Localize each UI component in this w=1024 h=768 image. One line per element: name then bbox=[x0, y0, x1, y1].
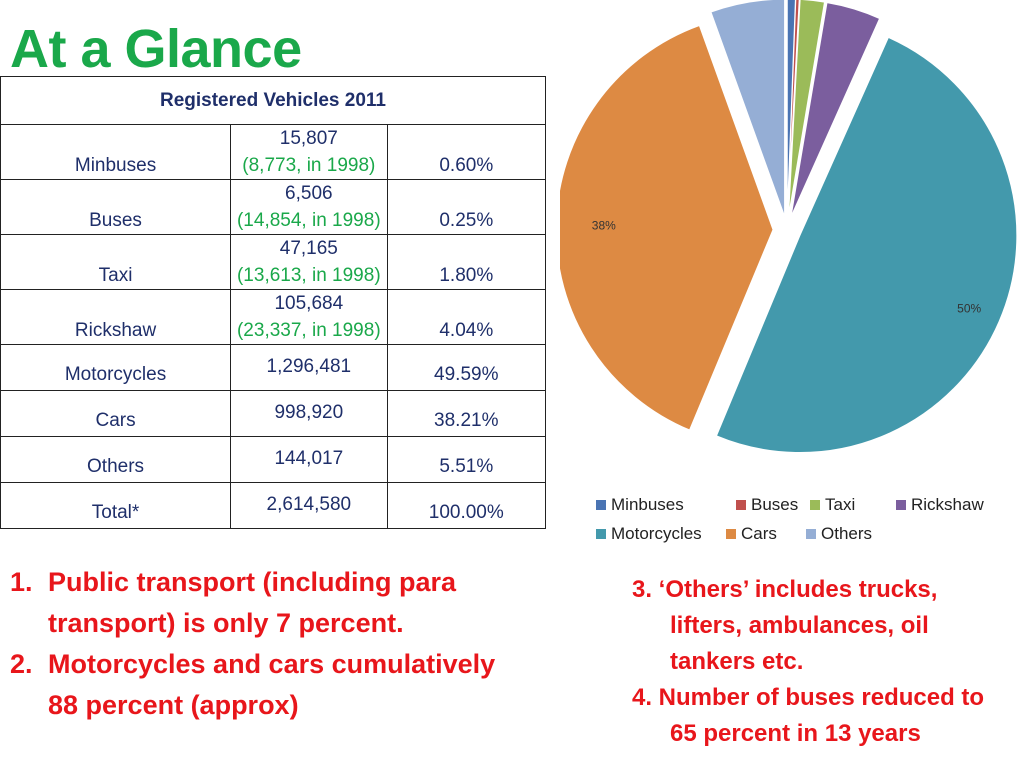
pie-slice-motorcycles bbox=[715, 36, 1018, 454]
vehicle-share: 0.60% bbox=[386, 124, 547, 180]
legend-swatch-rickshaw bbox=[896, 500, 906, 510]
vehicle-name: Rickshaw bbox=[0, 289, 232, 345]
finding-text: Public transport (including para transpo… bbox=[48, 567, 457, 638]
registered-vehicles-table: Registered Vehicles 2011 Minbuses 15,807… bbox=[0, 76, 547, 529]
vehicle-count-cell: 15,807 (8,773, in 1998) bbox=[230, 124, 388, 180]
table-row: Minbuses 15,807 (8,773, in 1998) 0.60% bbox=[0, 124, 547, 180]
legend-label-motorcycles: Motorcycles bbox=[611, 524, 702, 543]
finding-item: 1. Public transport (including para tran… bbox=[10, 562, 530, 644]
footnote-3-line: 3. ‘Others’ includes trucks, bbox=[632, 576, 938, 603]
table-row: Motorcycles 1,296,481 49.59% bbox=[0, 344, 547, 391]
vehicle-count: 47,165 bbox=[279, 238, 338, 259]
pie-labels: 1%0%2%4%50%38%6% bbox=[592, 219, 982, 316]
legend-label-others: Others bbox=[821, 524, 872, 543]
table-row: Others 144,017 5.51% bbox=[0, 436, 547, 483]
vehicle-count-1998: (13,613, in 1998) bbox=[236, 265, 381, 286]
pie-slice-others bbox=[710, 0, 786, 217]
legend-label-cars: Cars bbox=[741, 524, 777, 543]
footnote-3-line: lifters, ambulances, oil bbox=[670, 612, 929, 639]
vehicle-count: 6,506 bbox=[285, 183, 333, 204]
vehicle-share: 5.51% bbox=[386, 436, 547, 483]
pie-slice-minbuses bbox=[786, 0, 796, 217]
legend-swatch-taxi bbox=[810, 500, 820, 510]
legend-swatch-motorcycles bbox=[596, 529, 606, 539]
vehicle-count: 998,920 bbox=[230, 390, 388, 437]
footnote-4-line: 4. Number of buses reduced to bbox=[632, 684, 985, 711]
vehicle-name: Buses bbox=[0, 179, 232, 235]
footnotes: 3. ‘Others’ includes trucks, lifters, am… bbox=[632, 572, 1022, 752]
vehicle-share-pie-chart: 1%0%2%4%50%38%6% MinbusesBusesTaxiRicksh… bbox=[560, 0, 1018, 543]
pie-slice-rickshaw bbox=[790, 2, 881, 217]
legend-label-minbuses: Minbuses bbox=[611, 495, 684, 514]
finding-number: 2. bbox=[10, 649, 33, 679]
vehicle-share: 1.80% bbox=[386, 234, 547, 290]
pie-slices bbox=[560, 0, 1018, 454]
vehicle-share: 4.04% bbox=[386, 289, 547, 345]
finding-text: Motorcycles and cars cumulatively 88 per… bbox=[48, 649, 496, 720]
table-row: Cars 998,920 38.21% bbox=[0, 390, 547, 437]
legend-swatch-buses bbox=[736, 500, 746, 510]
page-title: At a Glance bbox=[10, 19, 302, 79]
vehicle-count-cell: 105,684 (23,337, in 1998) bbox=[230, 289, 388, 345]
pie-slice-cars bbox=[560, 24, 774, 431]
vehicle-count: 1,296,481 bbox=[230, 344, 388, 391]
vehicle-name: Cars bbox=[0, 390, 232, 437]
legend-swatch-cars bbox=[726, 529, 736, 539]
legend-label-taxi: Taxi bbox=[825, 495, 855, 514]
table-row-total: Total* 2,614,580 100.00% bbox=[0, 482, 547, 529]
table-header: Registered Vehicles 2011 bbox=[0, 76, 546, 125]
vehicle-count-cell: 47,165 (13,613, in 1998) bbox=[230, 234, 388, 290]
pie-slice-taxi bbox=[788, 0, 826, 217]
pie-label-cars: 38% bbox=[592, 219, 616, 233]
legend-label-buses: Buses bbox=[751, 495, 798, 514]
vehicle-share: 49.59% bbox=[386, 344, 547, 391]
legend-label-rickshaw: Rickshaw bbox=[911, 495, 984, 514]
finding-number: 1. bbox=[10, 567, 33, 597]
vehicle-name: Minbuses bbox=[0, 124, 232, 180]
table-row: Taxi 47,165 (13,613, in 1998) 1.80% bbox=[0, 234, 547, 290]
table-row: Buses 6,506 (14,854, in 1998) 0.25% bbox=[0, 179, 547, 235]
pie-slice-buses bbox=[787, 0, 800, 217]
legend-swatch-others bbox=[806, 529, 816, 539]
vehicle-count-1998: (23,337, in 1998) bbox=[236, 320, 381, 341]
pie-label-motorcycles: 50% bbox=[957, 302, 981, 316]
key-findings-list: 1. Public transport (including para tran… bbox=[10, 562, 530, 726]
vehicle-share: 100.00% bbox=[386, 482, 547, 529]
vehicle-share: 38.21% bbox=[386, 390, 547, 437]
vehicle-count-1998: (14,854, in 1998) bbox=[236, 210, 381, 231]
vehicle-count: 144,017 bbox=[230, 436, 388, 483]
vehicle-count: 105,684 bbox=[274, 293, 344, 314]
vehicle-name: Taxi bbox=[0, 234, 232, 290]
vehicle-name: Total* bbox=[0, 482, 232, 529]
chart-legend: Minbuses Buses Taxi Rickshaw Motorcycles Cars… bbox=[596, 495, 984, 543]
vehicle-count: 2,614,580 bbox=[230, 482, 388, 529]
legend-swatch-minbuses bbox=[596, 500, 606, 510]
vehicle-share: 0.25% bbox=[386, 179, 547, 235]
footnote-3-line: tankers etc. bbox=[670, 648, 804, 675]
table-row: Rickshaw 105,684 (23,337, in 1998) 4.04% bbox=[0, 289, 547, 345]
vehicle-name: Others bbox=[0, 436, 232, 483]
finding-item: 2. Motorcycles and cars cumulatively 88 … bbox=[10, 644, 530, 726]
vehicle-count: 15,807 bbox=[279, 128, 338, 149]
vehicle-name: Motorcycles bbox=[0, 344, 232, 391]
vehicle-count-1998: (8,773, in 1998) bbox=[242, 155, 376, 176]
vehicle-count-cell: 6,506 (14,854, in 1998) bbox=[230, 179, 388, 235]
footnote-4-line: 65 percent in 13 years bbox=[670, 720, 921, 747]
